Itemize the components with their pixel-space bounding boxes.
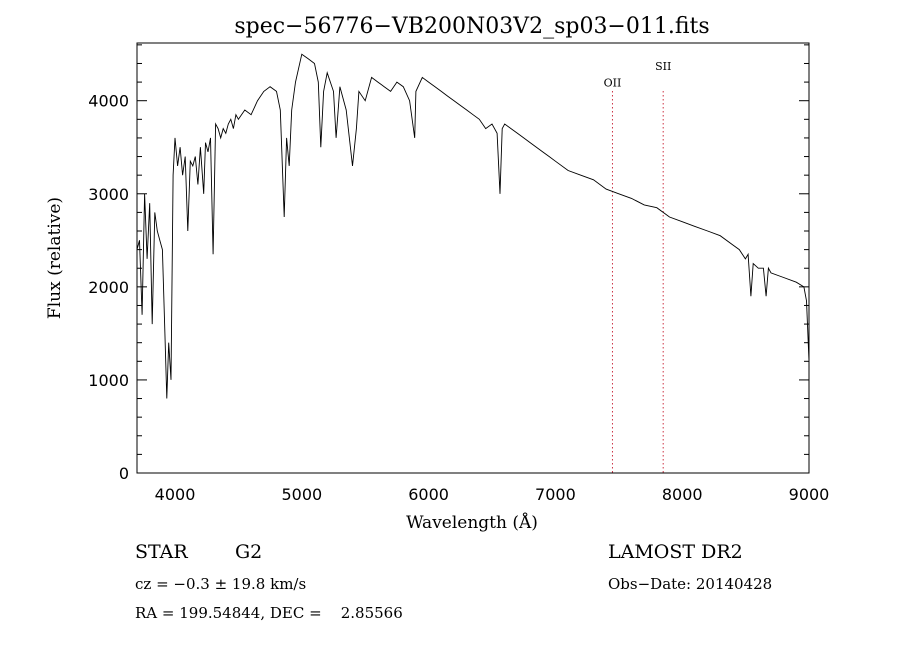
object-class: STAR	[135, 541, 188, 563]
annotations: OII SII	[604, 60, 671, 473]
x-tick-label: 9000	[789, 485, 830, 504]
chart-title: spec−56776−VB200N03V2_sp03−011.fits	[234, 14, 709, 39]
annotation-label: OII	[604, 77, 622, 90]
y-tick-label: 0	[119, 464, 129, 483]
coordinates-text: RA = 199.54844, DEC = 2.85566	[135, 604, 403, 622]
obs-date-text: Obs−Date: 20140428	[608, 575, 773, 593]
y-tick-label: 2000	[88, 278, 129, 297]
velocity-text: cz = −0.3 ± 19.8 km/s	[135, 575, 307, 593]
annotation-label: SII	[655, 60, 671, 73]
x-tick-label: 4000	[155, 485, 196, 504]
survey-name: LAMOST DR2	[608, 541, 743, 563]
y-axis-label: Flux (relative)	[45, 197, 65, 319]
x-tick-label: 6000	[408, 485, 449, 504]
x-tick-label: 8000	[662, 485, 703, 504]
y-tick-label: 1000	[88, 371, 129, 390]
object-subclass: G2	[235, 541, 263, 563]
spectrum-line	[136, 53, 810, 399]
y-tick-label: 3000	[88, 185, 129, 204]
x-tick-label: 7000	[535, 485, 576, 504]
x-axis-label: Wavelength (Å)	[406, 512, 538, 533]
x-tick-label: 5000	[281, 485, 322, 504]
axis-ticks: 4000 5000 6000 7000 8000 9000 0 1000 2000 3000 400…	[88, 44, 830, 504]
plot-frame	[136, 42, 810, 474]
y-tick-label: 4000	[88, 92, 129, 111]
